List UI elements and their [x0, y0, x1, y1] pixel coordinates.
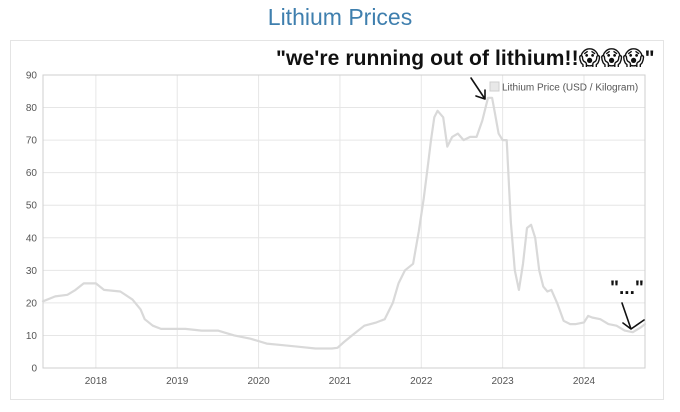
y-tick-label: 90: [26, 71, 38, 82]
y-tick-label: 0: [31, 364, 37, 375]
legend-label[interactable]: Lithium Price (USD / Kilogram): [502, 83, 638, 94]
series-line-lithium-price: [41, 96, 647, 350]
x-tick-label: 2018: [85, 376, 108, 387]
grid-layer: [42, 74, 646, 369]
page-title: Lithium Prices: [267, 4, 413, 30]
x-tick-label: 2023: [492, 376, 515, 387]
x-tick-label: 2020: [247, 376, 270, 387]
lithium-price-chart: 0 10 20 30 40 50 60 70 80 90 2018 2019 2020 2021 2022 2…: [26, 71, 647, 388]
y-tick-label: 60: [26, 168, 38, 179]
plot-frame: [42, 74, 646, 369]
chart-card: 0 10 20 30 40 50 60 70 80 90 2018 2019 2020 2021 2022 2…: [10, 40, 664, 400]
arrow-to-peak: [470, 77, 486, 100]
y-tick-label: 40: [26, 233, 38, 244]
y-tick-label: 30: [26, 266, 38, 277]
x-tick-label: 2021: [329, 376, 352, 387]
y-tick-label: 80: [26, 103, 38, 114]
x-tick-label: 2022: [410, 376, 433, 387]
y-tick-label: 70: [26, 136, 38, 147]
annotation-ellipsis: "...": [610, 278, 644, 299]
legend-swatch[interactable]: [489, 81, 500, 92]
legend[interactable]: Lithium Price (USD / Kilogram): [489, 81, 638, 94]
tick-layer: 0 10 20 30 40 50 60 70 80 90 2018 2019 2020 2021 2022 2…: [26, 71, 596, 388]
x-tick-label: 2024: [573, 376, 596, 387]
annotation-arrows: [470, 77, 645, 330]
y-tick-label: 10: [26, 331, 38, 342]
y-tick-label: 50: [26, 201, 38, 212]
series-layer: [41, 96, 647, 350]
x-tick-label: 2019: [166, 376, 189, 387]
annotation-running-out: "we're running out of lithium!!😱😱😱": [276, 47, 655, 70]
arrow-to-latest: [621, 302, 645, 330]
y-tick-label: 20: [26, 298, 38, 309]
